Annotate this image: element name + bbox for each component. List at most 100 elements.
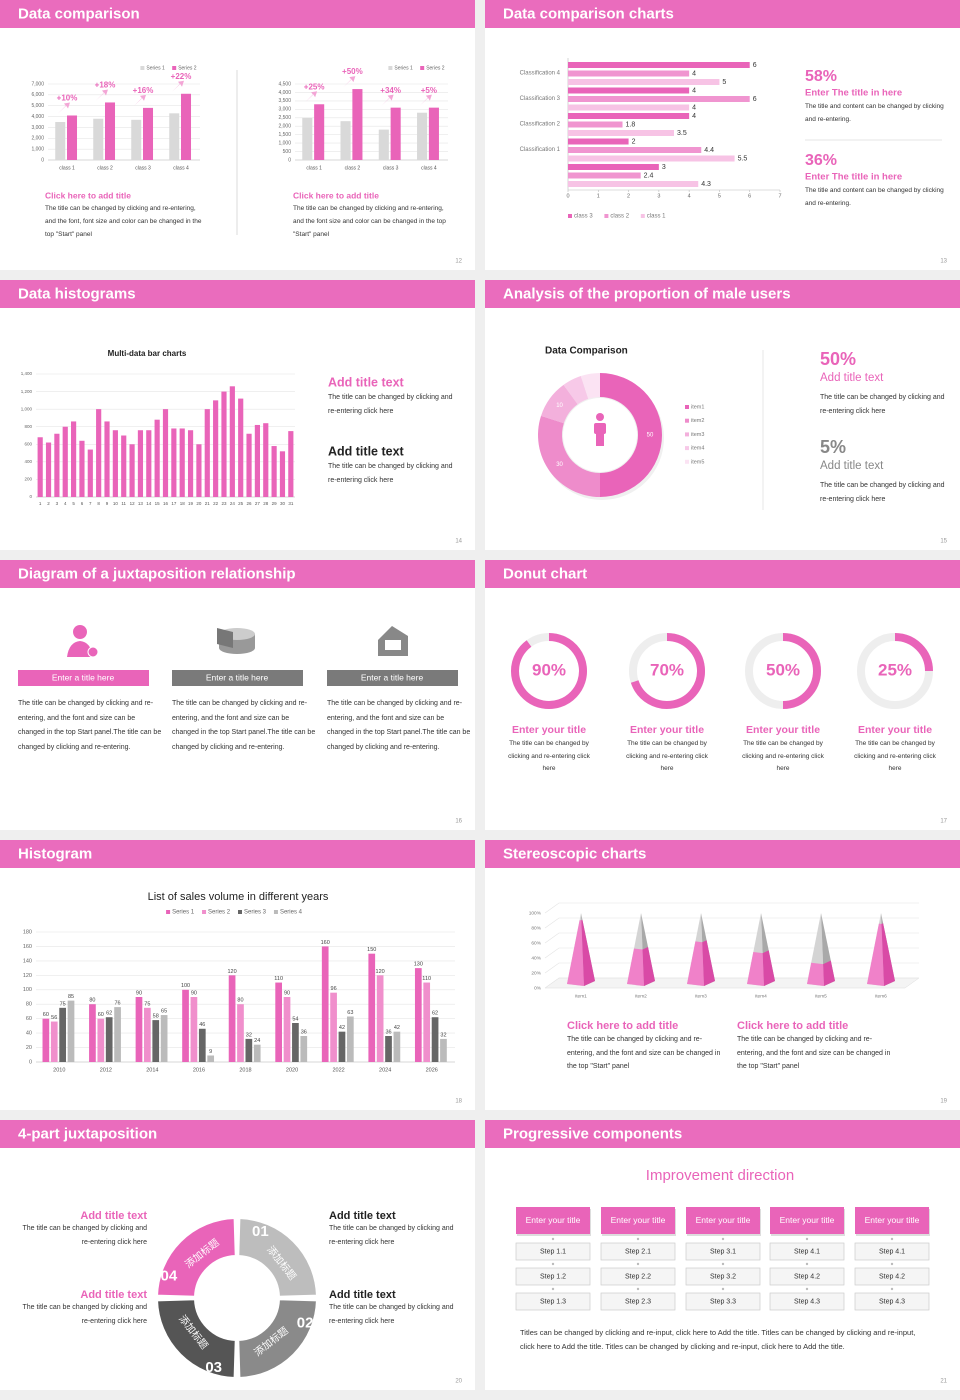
y-tick-label: 1,500 [278, 132, 291, 138]
step-box [600, 1242, 676, 1261]
text-box: The title can be changed by clicking and… [626, 740, 708, 772]
y-tick-label: 1,000 [278, 140, 291, 146]
text-box: The title can be changed by clicking and… [742, 740, 824, 772]
block-heading: Enter your title [746, 724, 820, 736]
ring-label: 70% [650, 660, 684, 679]
x-tick-label: 17 [171, 501, 177, 506]
grid-line [544, 947, 919, 959]
slide: Data comparison charts 13 0 1 2 3 4 5 6 7 Classifi… [485, 0, 960, 270]
block-heading: Add title text [820, 460, 884, 472]
stat-value: 50% [820, 349, 856, 369]
annotation: +5% [421, 86, 437, 95]
step-box [769, 1267, 845, 1286]
x-tick-label: 31 [288, 501, 294, 506]
body-text: The title can be changed by clicking and… [22, 1225, 147, 1246]
ring-arc [782, 633, 821, 709]
bar [368, 953, 376, 1062]
title-box [686, 1207, 760, 1234]
step-label: Step 4.1 [879, 1248, 905, 1255]
y-tick-label: 1,000 [21, 406, 33, 411]
bar [417, 112, 428, 160]
x-tick-label: class 1 [306, 165, 322, 171]
body-text: The title can be changed by clicking and… [820, 394, 945, 415]
y-tick-label: 0 [288, 157, 291, 163]
x-tick-label: 27 [255, 501, 261, 506]
y-tick-label: 60% [531, 940, 541, 946]
text-box: The title can be changed by clicking and… [293, 205, 446, 238]
data-label: 150 [367, 947, 376, 953]
step-box [515, 1242, 591, 1261]
header-bar [485, 1120, 960, 1148]
connector-dot [805, 1262, 809, 1266]
slide-title: 4-part juxtaposition [18, 1125, 157, 1142]
legend-swatch [273, 910, 278, 914]
bar [42, 1018, 50, 1062]
y-tick-label: 0% [534, 985, 542, 991]
page-number: 13 [940, 259, 947, 265]
data-label: 4.3 [701, 181, 711, 188]
step-label: Step 3.1 [710, 1248, 736, 1255]
y-tick-label: 600 [24, 441, 32, 446]
bar [292, 1023, 299, 1062]
x-tick-label: 3 [56, 501, 59, 506]
bar [182, 989, 189, 1062]
y-tick-label: 2,000 [31, 136, 44, 142]
icon-badge [87, 646, 99, 658]
bar [181, 93, 192, 160]
header-bar [485, 840, 960, 868]
column-title: Enter your title [526, 1215, 581, 1225]
text-box: The title can be changed by clicking and… [18, 700, 161, 751]
slide: Histogram 18 List of sales volume in diffe… [0, 840, 475, 1110]
x-tick-label: 2012 [100, 1067, 112, 1073]
x-tick-label: item2 [635, 993, 647, 999]
data-label: 60 [98, 1012, 104, 1018]
bar [568, 181, 699, 187]
page-number: 17 [940, 819, 947, 825]
data-label: 5 [722, 79, 726, 86]
body-text: The title can be changed by clicking and… [172, 700, 316, 751]
data-label: 58 [153, 1014, 159, 1020]
bar [254, 424, 260, 497]
bar [207, 1055, 215, 1062]
step-label: Step 1.3 [540, 1298, 566, 1305]
bar [283, 997, 291, 1062]
x-tick-label: 24 [230, 501, 236, 506]
pyramid-fill [867, 923, 895, 986]
text-box: Titles can be changed by clicking and re… [520, 1328, 915, 1351]
annotation: +25% [304, 82, 325, 91]
legend-label: item3 [691, 432, 704, 438]
step-label: Step 3.3 [710, 1298, 736, 1305]
title-bar [172, 670, 303, 686]
bar [288, 431, 294, 497]
bar [245, 1038, 253, 1062]
x-tick-label: 12 [130, 501, 136, 506]
stat-value: 5% [820, 437, 846, 457]
legend-label: class 2 [610, 214, 629, 220]
body-text: The title can be changed by clicking and… [328, 394, 453, 415]
grid-line [544, 932, 919, 944]
x-tick-label: 3 [657, 193, 660, 199]
pyramid-fill-left [567, 920, 584, 986]
y-tick-label: 1,400 [21, 371, 33, 376]
page-number: 18 [455, 1099, 462, 1105]
bar [263, 423, 269, 497]
annotation: +16% [133, 86, 154, 95]
step-box [600, 1267, 676, 1286]
data-label: 80 [237, 998, 243, 1004]
donut-slice [563, 376, 589, 405]
step-box [515, 1292, 591, 1311]
slide-background [0, 560, 475, 830]
annotation: +50% [342, 67, 363, 76]
slide-title: Data comparison charts [503, 5, 674, 22]
bar [190, 997, 198, 1062]
connector-dot [636, 1237, 640, 1241]
legend-label: item4 [691, 446, 704, 452]
y-tick-label: 2,000 [278, 124, 291, 130]
header-bar [0, 840, 475, 868]
y-tick-label: 140 [23, 958, 32, 964]
data-label: 6 [753, 96, 757, 103]
y-tick-label: 6,000 [31, 92, 44, 98]
legend-label: Series 2 [426, 65, 445, 71]
y-tick-label: 1,200 [21, 389, 33, 394]
data-label: 130 [414, 962, 423, 968]
